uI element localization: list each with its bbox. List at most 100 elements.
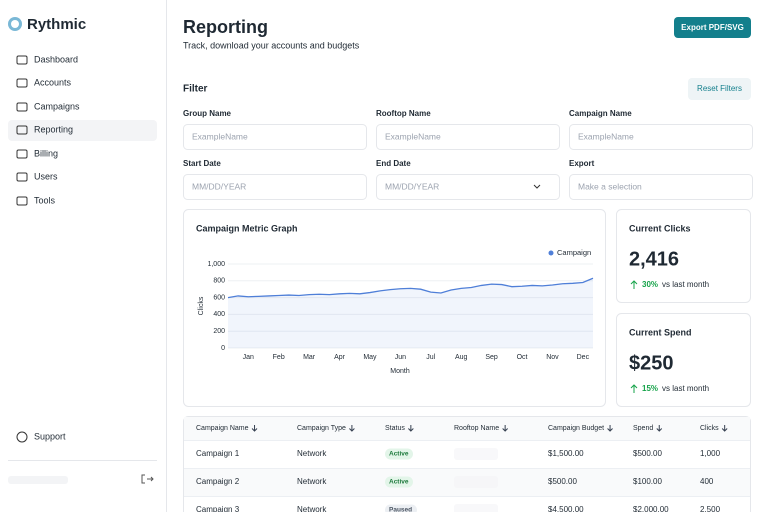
nav-icon	[16, 55, 28, 65]
table-cell: 1,000	[700, 449, 721, 458]
nav-item[interactable]: Accounts	[34, 77, 72, 87]
reset-button[interactable]	[688, 78, 751, 100]
field-label: End Date	[376, 159, 411, 168]
dropdown-chevron	[533, 184, 541, 189]
field-label: Rooftop Name	[376, 109, 431, 118]
x-tick-label: Nov	[546, 354, 559, 361]
field-input[interactable]	[376, 124, 560, 150]
sort-icon[interactable]	[502, 425, 508, 432]
table-cell: $500.00	[548, 477, 577, 486]
table-cell: $100.00	[633, 477, 662, 486]
sort-icon[interactable]	[721, 425, 728, 432]
table-cell: Network	[297, 477, 327, 486]
page-subtitle: Track, download your accounts and budget…	[183, 40, 360, 50]
sort-icon[interactable]	[607, 425, 613, 432]
y-tick-label: 0	[221, 345, 225, 352]
table-cell: Campaign 3	[196, 505, 240, 512]
card-value: $250	[629, 352, 674, 374]
nav-item[interactable]: Tools	[34, 195, 56, 205]
y-tick-label: 800	[213, 278, 225, 285]
y-tick-label: 1,000	[207, 261, 225, 268]
export-button-label[interactable]: Export PDF/SVG	[681, 23, 744, 32]
sort-icon[interactable]	[349, 425, 355, 432]
rooftop-blur	[454, 476, 498, 488]
card-change: 15%	[642, 384, 658, 393]
nav-icon	[16, 172, 28, 182]
line	[227, 277, 594, 299]
sort-icon[interactable]	[656, 425, 663, 432]
table-cell: $2,000.00	[633, 505, 669, 512]
table-header-bg	[184, 417, 750, 440]
x-tick-label: Oct	[517, 354, 528, 361]
x-tick-label: Jan	[243, 354, 254, 361]
field-input[interactable]	[569, 124, 753, 150]
card-note: vs last month	[662, 280, 709, 289]
status-label: Paused	[389, 507, 412, 512]
y-tick-label: 600	[213, 294, 225, 301]
field-placeholder: Make a selection	[578, 181, 642, 191]
user-blur	[8, 476, 68, 484]
column-header[interactable]: Clicks	[700, 425, 719, 432]
column-header[interactable]: Status	[385, 425, 405, 432]
table-cell: Campaign 1	[196, 449, 240, 458]
nav-item[interactable]: Billing	[34, 148, 58, 158]
column-header[interactable]: Rooftop Name	[454, 425, 499, 432]
status-pill	[385, 448, 413, 460]
export-button[interactable]	[674, 17, 751, 38]
field-input[interactable]	[376, 174, 560, 200]
rooftop-blur	[454, 504, 498, 512]
nav-icon	[16, 125, 28, 135]
card-note: vs last month	[662, 384, 709, 393]
support-icon	[16, 431, 28, 443]
nav-item[interactable]: Reporting	[34, 124, 73, 134]
column-header[interactable]: Campaign Type	[297, 425, 346, 432]
field-label: Group Name	[183, 109, 232, 118]
field-placeholder: MM/DD/YEAR	[385, 181, 439, 191]
page-title: Reporting	[183, 17, 268, 37]
nav-icon	[16, 78, 28, 88]
status-pill	[385, 476, 413, 488]
card-change: 30%	[642, 280, 658, 289]
metric-card	[616, 313, 751, 407]
nav-item[interactable]: Users	[34, 171, 58, 181]
field-placeholder: ExampleName	[385, 131, 441, 141]
field-placeholder: ExampleName	[192, 131, 248, 141]
logout-icon[interactable]	[141, 474, 154, 484]
field-input[interactable]	[183, 174, 367, 200]
legend-label: Campaign	[557, 248, 591, 257]
x-tick-label: Aug	[455, 354, 468, 361]
metric-card	[616, 209, 751, 303]
legend-marker	[548, 250, 554, 256]
card-title: Current Spend	[629, 327, 692, 337]
sort-icon[interactable]	[251, 425, 258, 432]
table-cell: $500.00	[633, 449, 662, 458]
nav-active-bg	[8, 120, 157, 141]
field-input[interactable]	[569, 174, 753, 200]
chart-card	[183, 209, 606, 407]
status-label: Active	[389, 479, 409, 486]
nav-icon	[16, 149, 28, 159]
column-header[interactable]: Campaign Name	[196, 425, 249, 432]
x-axis-label: Month	[390, 368, 410, 375]
up-arrow	[630, 384, 638, 393]
table-cell: 400	[700, 477, 714, 486]
x-tick-label: May	[363, 354, 377, 361]
nav-icon	[16, 196, 28, 206]
column-header[interactable]: Campaign Budget	[548, 425, 604, 432]
nav-item[interactable]: Dashboard	[34, 54, 78, 64]
reset-button-label[interactable]: Reset Filters	[697, 84, 742, 93]
nav-item[interactable]: Campaigns	[34, 101, 80, 111]
nav-icon	[16, 102, 28, 112]
field-input[interactable]	[183, 124, 367, 150]
column-header[interactable]: Spend	[633, 425, 653, 432]
x-tick-label: Jun	[395, 354, 406, 361]
sort-icon[interactable]	[408, 425, 414, 432]
x-tick-label: Apr	[334, 354, 346, 361]
y-tick-label: 400	[213, 311, 225, 318]
table-cell: 2,500	[700, 505, 721, 512]
field-placeholder: MM/DD/YEAR	[192, 181, 246, 191]
y-tick-label: 200	[213, 328, 225, 335]
x-tick-label: Mar	[303, 354, 316, 361]
chart-title: Campaign Metric Graph	[196, 223, 298, 233]
support-link[interactable]: Support	[34, 431, 66, 441]
